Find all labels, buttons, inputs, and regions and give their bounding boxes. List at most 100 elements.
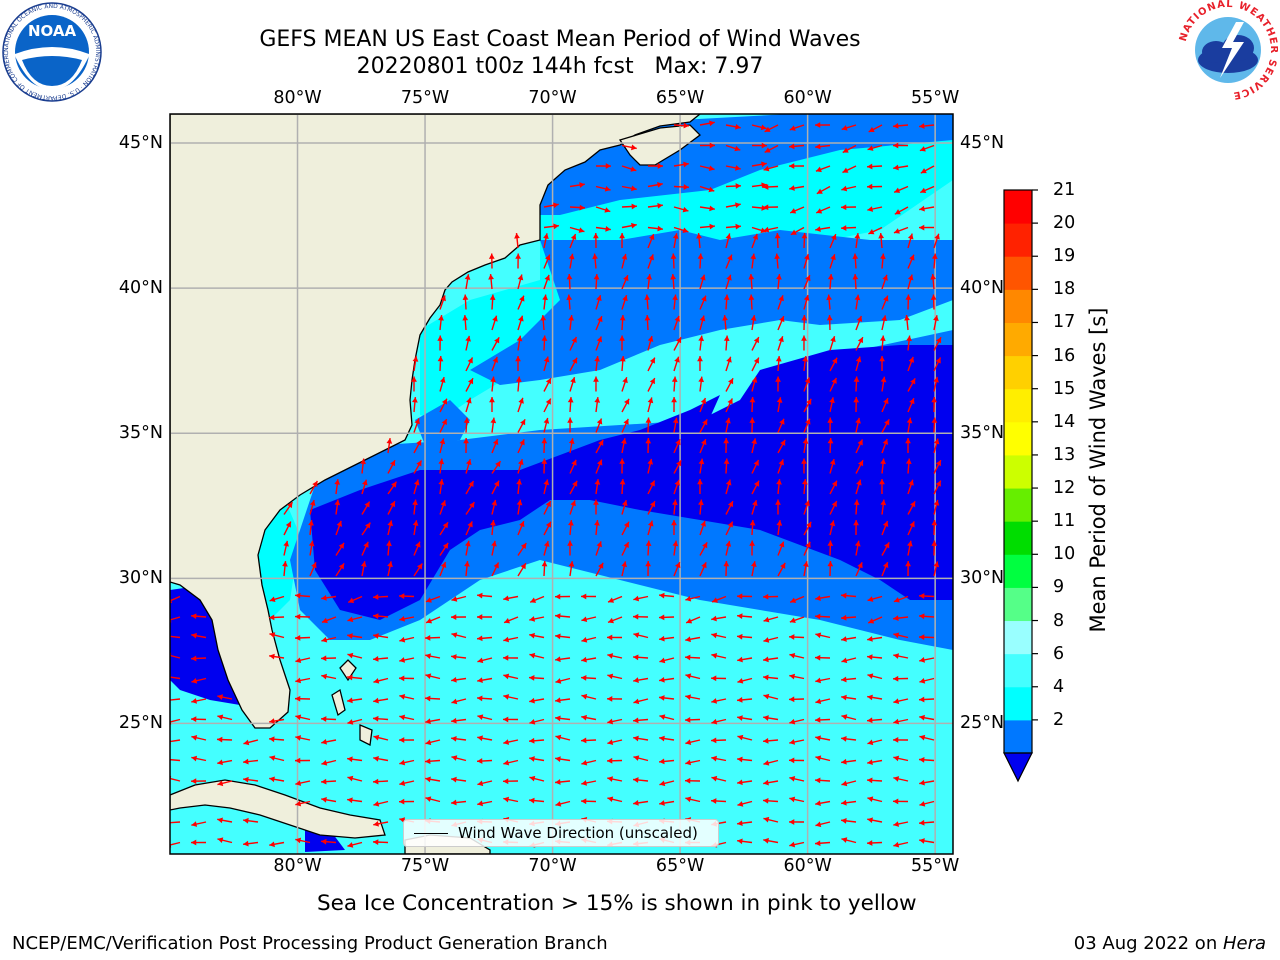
wave-direction-arrow — [855, 479, 862, 495]
wave-direction-arrow — [867, 206, 883, 212]
wave-direction-arrow — [881, 520, 889, 536]
wave-direction-arrow — [672, 417, 679, 433]
wave-direction-arrow — [789, 673, 805, 680]
wave-direction-arrow — [529, 718, 545, 725]
wave-direction-arrow — [867, 636, 883, 642]
wave-direction-arrow — [372, 778, 389, 785]
wave-direction-arrow — [190, 613, 207, 620]
wave-direction-arrow — [841, 736, 857, 742]
wave-direction-arrow — [763, 656, 779, 663]
wave-direction-arrow — [568, 315, 574, 331]
wave-direction-arrow — [399, 616, 415, 622]
wave-direction-arrow — [867, 673, 883, 680]
wave-direction-arrow — [568, 520, 574, 536]
wave-direction-arrow — [918, 696, 935, 703]
lon-tick-bottom: 65°W — [655, 856, 705, 876]
wave-direction-arrow — [777, 541, 785, 556]
wave-direction-arrow — [269, 653, 285, 660]
wave-direction-arrow — [321, 738, 337, 745]
wave-direction-arrow — [491, 562, 500, 577]
wave-direction-arrow — [386, 438, 393, 454]
lon-tick-bottom: 80°W — [273, 856, 322, 876]
wave-direction-arrow — [567, 540, 573, 556]
colorbar-segment — [1004, 454, 1032, 489]
wave-direction-arrow — [673, 356, 680, 372]
map-frame — [169, 113, 954, 855]
wave-direction-arrow — [491, 460, 502, 474]
wave-direction-arrow — [334, 499, 341, 515]
wave-direction-arrow — [243, 817, 259, 824]
wave-direction-arrow — [827, 437, 834, 454]
wave-direction-arrow — [764, 124, 779, 133]
wave-direction-arrow — [645, 540, 652, 556]
wave-direction-arrow — [387, 481, 398, 495]
wave-direction-arrow — [308, 520, 314, 536]
wave-direction-arrow — [881, 561, 889, 577]
lon-tick-bottom: 70°W — [528, 856, 577, 876]
wave-direction-arrow — [892, 123, 909, 129]
wave-direction-arrow — [621, 185, 637, 192]
wave-direction-arrow — [294, 613, 311, 620]
wave-direction-arrow — [517, 542, 527, 556]
wave-direction-arrow — [868, 226, 883, 235]
wave-direction-arrow — [931, 540, 938, 556]
wave-direction-arrow — [569, 336, 578, 351]
wave-direction-arrow — [762, 797, 779, 804]
wave-direction-arrow — [581, 714, 597, 721]
colorbar-tick-label: 15 — [1053, 378, 1076, 399]
wave-direction-arrow — [621, 398, 630, 413]
wave-direction-arrow — [659, 800, 675, 806]
wave-direction-arrow — [737, 838, 753, 845]
colorbar-tick-label: 13 — [1053, 444, 1076, 465]
wave-direction-arrow — [907, 521, 915, 536]
wave-direction-arrow — [190, 716, 207, 723]
wave-direction-arrow — [777, 439, 786, 454]
lon-tick-top: 75°W — [400, 88, 450, 108]
wave-direction-arrow — [439, 542, 449, 556]
wave-direction-arrow — [645, 437, 652, 454]
wave-direction-arrow — [866, 163, 883, 170]
wave-direction-arrow — [491, 336, 500, 351]
wave-direction-arrow — [581, 636, 597, 643]
wave-direction-arrow — [269, 776, 285, 783]
wave-direction-arrow — [685, 796, 701, 803]
wave-direction-arrow — [725, 479, 732, 495]
wave-direction-arrow — [672, 233, 679, 249]
wave-direction-arrow — [554, 593, 571, 600]
colorbar-segment — [1004, 620, 1032, 655]
wave-direction-arrow — [841, 818, 857, 824]
wave-direction-arrow — [555, 734, 571, 741]
wave-direction-arrow — [517, 274, 524, 290]
wave-direction-arrow — [647, 397, 654, 413]
wave-direction-arrow — [569, 357, 578, 372]
wave-direction-arrow — [581, 759, 597, 766]
wave-direction-arrow — [645, 417, 652, 433]
wave-direction-arrow — [801, 314, 808, 331]
colorbar-segment — [1004, 719, 1032, 754]
wave-direction-arrow — [451, 654, 467, 660]
wave-direction-arrow — [269, 718, 285, 724]
wave-direction-arrow — [282, 561, 288, 577]
wave-direction-arrow — [372, 715, 389, 722]
wave-direction-arrow — [321, 616, 337, 624]
legend-label: Wind Wave Direction (unscaled) — [458, 824, 698, 842]
wave-direction-arrow — [295, 657, 311, 664]
wave-direction-arrow — [372, 594, 389, 600]
footer-credit: NCEP/EMC/Verification Post Processing Pr… — [12, 933, 608, 954]
wave-direction-arrow — [566, 294, 573, 310]
wave-direction-arrow — [477, 657, 493, 664]
wave-direction-arrow — [659, 657, 675, 664]
wave-direction-arrow — [672, 294, 678, 310]
wave-direction-arrow — [776, 274, 782, 290]
wave-direction-arrow — [673, 561, 681, 577]
wave-direction-arrow — [647, 254, 655, 269]
wave-direction-arrow — [309, 561, 317, 577]
wave-direction-arrow — [217, 694, 233, 700]
wave-direction-arrow — [878, 232, 885, 249]
wave-direction-arrow — [347, 595, 363, 604]
wave-direction-arrow — [607, 718, 623, 725]
wave-direction-arrow — [790, 226, 805, 236]
wave-direction-arrow — [866, 183, 883, 190]
wave-direction-arrow — [595, 315, 603, 331]
wave-direction-arrow — [815, 735, 831, 742]
